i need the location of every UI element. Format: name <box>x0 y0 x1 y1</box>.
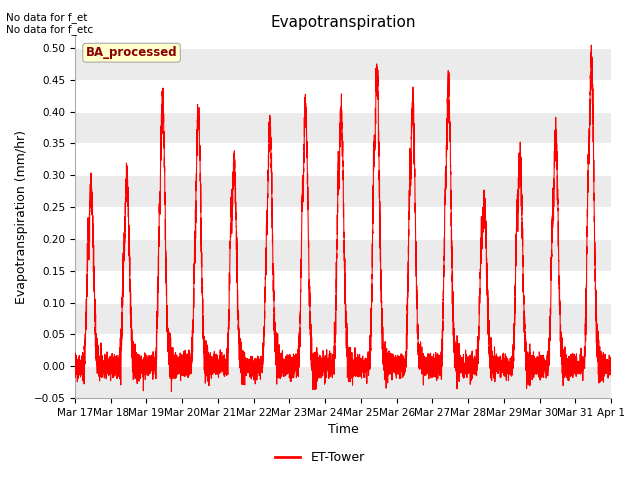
Text: No data for f_et: No data for f_et <box>6 12 88 23</box>
Bar <box>75 112 611 144</box>
Title: Evapotranspiration: Evapotranspiration <box>270 15 416 30</box>
Bar <box>75 48 611 80</box>
X-axis label: Time: Time <box>328 423 358 436</box>
Y-axis label: Evapotranspiration (mm/hr): Evapotranspiration (mm/hr) <box>15 130 28 304</box>
Bar <box>75 239 611 271</box>
Text: BA_processed: BA_processed <box>86 46 177 59</box>
Text: No data for f_etc: No data for f_etc <box>6 24 93 35</box>
Bar <box>75 175 611 207</box>
Legend: ET-Tower: ET-Tower <box>270 446 370 469</box>
Bar <box>75 366 611 398</box>
Bar <box>75 302 611 334</box>
